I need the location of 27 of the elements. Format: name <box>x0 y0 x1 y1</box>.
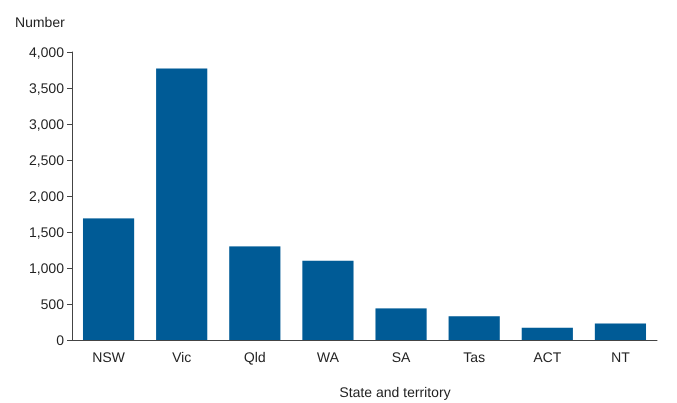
y-tick-label: 2,000 <box>28 188 64 204</box>
y-axis-title: Number <box>15 14 66 30</box>
y-tick-label: 0 <box>56 332 64 348</box>
y-tick-label: 3,000 <box>28 116 64 132</box>
x-tick-label: WA <box>316 349 340 365</box>
bar <box>156 68 208 340</box>
bar <box>522 328 573 340</box>
y-tick-label: 2,500 <box>28 152 64 168</box>
bar <box>448 316 500 340</box>
x-tick-label: SA <box>392 349 412 365</box>
x-tick-label: NT <box>611 349 630 365</box>
bar <box>82 218 134 340</box>
x-tick-label: NSW <box>92 349 126 365</box>
x-axis-title: State and territory <box>339 384 451 400</box>
x-tick-label: ACT <box>533 349 562 365</box>
y-tick-label: 1,000 <box>28 260 64 276</box>
y-tick-label: 1,500 <box>28 224 64 240</box>
x-tick-label: Qld <box>244 349 266 365</box>
bar <box>375 308 427 340</box>
y-tick-label: 500 <box>40 296 64 312</box>
x-tick-label: Vic <box>172 349 192 365</box>
x-tick-label: Tas <box>463 349 486 365</box>
y-tick-label: 3,500 <box>28 80 64 96</box>
y-tick-label: 4,000 <box>28 44 64 60</box>
bar <box>594 323 646 340</box>
bar <box>302 260 354 340</box>
bar <box>229 246 280 340</box>
